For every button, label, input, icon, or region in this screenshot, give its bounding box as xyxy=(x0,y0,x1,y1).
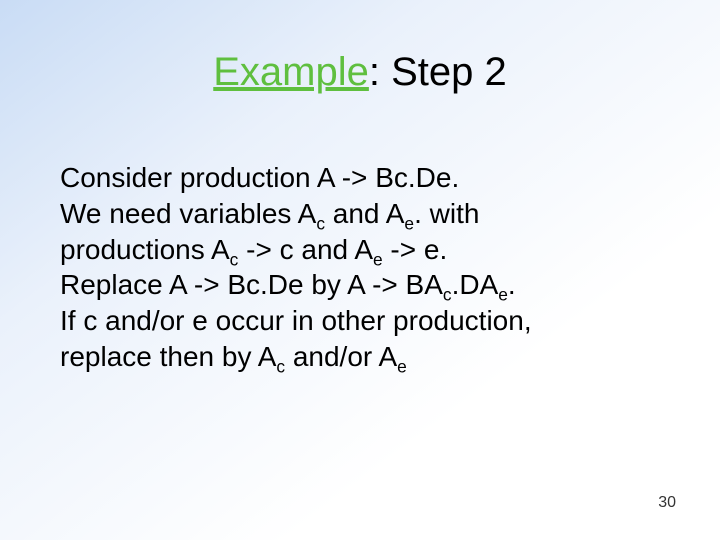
title-accent: Example xyxy=(213,50,369,94)
text-fragment: and/or A xyxy=(285,341,397,372)
body-line-6: replace then by Ac and/or Ae xyxy=(60,339,670,375)
body-line-5: If c and/or e occur in other production, xyxy=(60,303,670,339)
text-fragment: Consider production A -> Bc.De. xyxy=(60,162,459,193)
text-fragment: productions A xyxy=(60,234,230,265)
subscript: c xyxy=(276,357,285,377)
subscript: e xyxy=(373,249,383,269)
text-fragment: Replace A -> Bc.De by A -> BA xyxy=(60,269,443,300)
text-fragment: -> e. xyxy=(383,234,448,265)
page-number: 30 xyxy=(658,494,676,512)
text-fragment: and A xyxy=(325,198,404,229)
text-fragment: We need variables A xyxy=(60,198,316,229)
text-fragment: If c and/or e occur in other production, xyxy=(60,305,532,336)
subscript: c xyxy=(316,213,325,233)
subscript: e xyxy=(397,357,407,377)
body-line-3: productions Ac -> c and Ae -> e. xyxy=(60,232,670,268)
subscript: e xyxy=(498,285,508,305)
slide: Example: Step 2 Consider production A ->… xyxy=(0,0,720,540)
subscript: e xyxy=(404,213,414,233)
body-line-1: Consider production A -> Bc.De. xyxy=(60,160,670,196)
text-fragment: -> c and A xyxy=(238,234,373,265)
text-fragment: .DA xyxy=(452,269,499,300)
slide-body: Consider production A -> Bc.De. We need … xyxy=(60,160,670,375)
title-rest: : Step 2 xyxy=(369,50,507,94)
slide-title: Example: Step 2 xyxy=(0,50,720,95)
subscript: c xyxy=(443,285,452,305)
text-fragment: replace then by A xyxy=(60,341,276,372)
text-fragment: . xyxy=(508,269,516,300)
body-line-4: Replace A -> Bc.De by A -> BAc.DAe. xyxy=(60,267,670,303)
text-fragment: . with xyxy=(414,198,479,229)
body-line-2: We need variables Ac and Ae. with xyxy=(60,196,670,232)
